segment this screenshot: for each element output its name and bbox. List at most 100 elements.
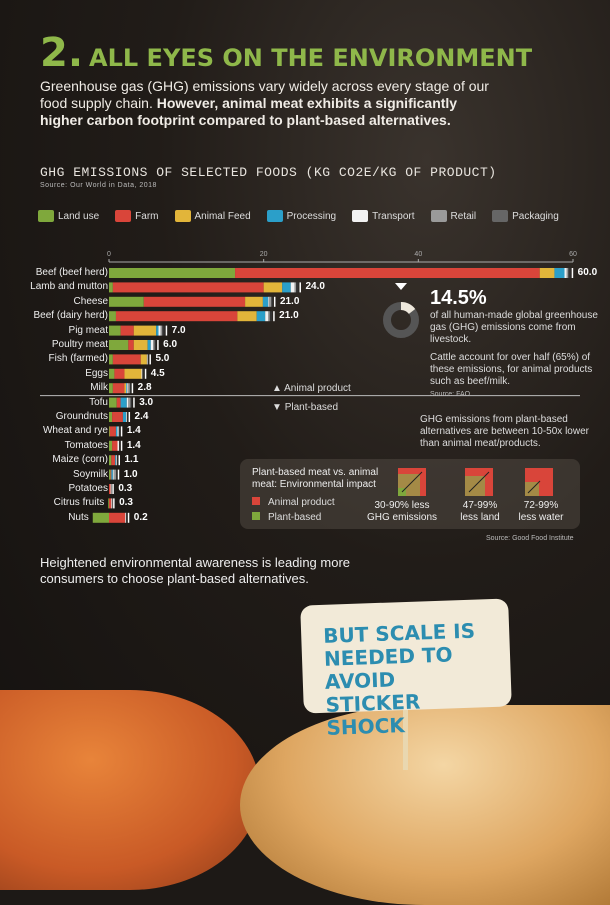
impact-title: Plant-based meat vs. animal meat: Enviro… bbox=[252, 467, 379, 490]
bar-segment-retail bbox=[128, 397, 131, 408]
bar-segment-processing bbox=[120, 397, 127, 408]
impact-legend-animal: Animal product bbox=[252, 497, 335, 509]
bar-end-cap bbox=[117, 469, 120, 480]
impact-ghg: 30-90% less GHG emissions bbox=[362, 500, 442, 524]
category-label: Cheese bbox=[73, 295, 108, 307]
category-label: Pig meat bbox=[68, 324, 108, 336]
bar-segment-animal-feed bbox=[245, 296, 263, 307]
value-label: 6.0 bbox=[163, 339, 178, 350]
bar-segment-farm bbox=[109, 426, 116, 437]
bar-segment-transport bbox=[110, 484, 112, 494]
bar-segment-farm bbox=[114, 368, 125, 379]
bar-segment-land-use bbox=[109, 426, 110, 437]
bar-segment-packaging bbox=[129, 383, 131, 394]
ghg-square bbox=[398, 468, 426, 496]
bar-segment-farm bbox=[115, 311, 238, 322]
farm-icon bbox=[115, 210, 132, 222]
category-label: Nuts bbox=[68, 511, 89, 523]
land-square bbox=[465, 468, 493, 496]
bar-segment-farm bbox=[235, 268, 540, 278]
bar-end-cap bbox=[149, 354, 151, 365]
legend-item: Packaging bbox=[492, 210, 559, 222]
chart-title: GHG EMISSIONS OF SELECTED FOODS (KG CO2E… bbox=[40, 165, 497, 189]
section-number: 2. bbox=[40, 30, 84, 76]
bar-segment-animal-feed bbox=[133, 340, 148, 350]
bar-segment-transport bbox=[265, 311, 269, 322]
intro-paragraph: Greenhouse gas (GHG) emissions vary wide… bbox=[40, 78, 490, 129]
bar-segment-land-use bbox=[109, 296, 144, 307]
bar-segment-retail bbox=[113, 469, 116, 480]
legend-label: Land use bbox=[58, 210, 100, 222]
bar-segment-land-use bbox=[109, 397, 117, 408]
bar-segment-animal-feed bbox=[237, 311, 257, 322]
value-label: 60.0 bbox=[577, 267, 598, 278]
legend-item: Processing bbox=[266, 210, 336, 222]
processing-icon bbox=[266, 210, 283, 222]
bar-end-cap bbox=[120, 426, 123, 437]
gfi-source: Source: Good Food Institute bbox=[486, 535, 574, 542]
bar-segment-transport bbox=[564, 268, 567, 278]
bar-segment-transport bbox=[146, 354, 148, 365]
bar-segment-farm bbox=[109, 512, 126, 523]
impact-water-l1: 72-99% bbox=[523, 500, 559, 511]
value-label: 1.4 bbox=[126, 439, 141, 451]
bar-segment-land-use bbox=[109, 282, 113, 293]
bar-end-cap bbox=[120, 440, 123, 451]
bar-segment-farm bbox=[112, 282, 264, 293]
legend-item: Retail bbox=[430, 210, 477, 222]
bar-segment-animal-feed bbox=[133, 325, 157, 336]
value-label: 1.1 bbox=[124, 454, 139, 466]
value-label: 21.0 bbox=[279, 295, 300, 307]
legend-item: Land use bbox=[38, 210, 99, 222]
bar-end-cap bbox=[118, 455, 121, 466]
chart-title-text: GHG EMISSIONS OF SELECTED FOODS (KG CO2E… bbox=[40, 165, 497, 180]
impact-legend-plant: Plant-based bbox=[252, 512, 321, 524]
bar-segment-retail bbox=[566, 268, 569, 278]
livestock-text: of all human-made global greenhouse gas … bbox=[430, 310, 598, 345]
bar-segment-processing bbox=[282, 282, 291, 293]
bar-segment-packaging bbox=[115, 469, 117, 480]
legend-animal: ▲ Animal product bbox=[272, 383, 351, 394]
bar-segment-processing bbox=[554, 268, 565, 278]
legend-item: Farm bbox=[115, 210, 159, 222]
impact-land: 47-99% less land bbox=[450, 500, 510, 524]
category-label: Eggs bbox=[85, 367, 108, 379]
impact-land-l2: less land bbox=[460, 512, 500, 523]
bar-segment-processing bbox=[111, 469, 113, 480]
livestock-percent: 14.5% bbox=[430, 287, 487, 309]
bar-segment-land-use bbox=[92, 512, 109, 523]
bar-segment-packaging bbox=[142, 368, 144, 379]
bar-end-cap bbox=[131, 383, 134, 394]
bar-segment-retail bbox=[153, 340, 155, 350]
bar-segment-land-use bbox=[109, 412, 113, 422]
bar-segment-animal-feed bbox=[124, 383, 127, 394]
x-tick-label: 20 bbox=[260, 251, 268, 258]
bar-segment-packaging bbox=[154, 340, 157, 350]
bar-segment-processing bbox=[156, 325, 159, 336]
value-label: 4.5 bbox=[150, 367, 165, 379]
category-label: Wheat and rye bbox=[42, 425, 108, 437]
bar-end-cap bbox=[571, 268, 574, 278]
bar-segment-packaging bbox=[119, 440, 121, 451]
legend-label: Retail bbox=[450, 210, 477, 222]
pointer-icon bbox=[395, 283, 407, 290]
category-label: Beef (beef herd) bbox=[35, 267, 108, 278]
bar-segment-retail bbox=[160, 325, 163, 336]
value-label: 7.0 bbox=[171, 324, 186, 336]
bar-segment-land-use bbox=[109, 340, 129, 350]
plant-label: Plant-based bbox=[284, 402, 339, 413]
bar-segment-farm bbox=[109, 484, 111, 494]
bar-segment-farm bbox=[112, 440, 118, 451]
bar-segment-packaging bbox=[116, 455, 118, 466]
bar-segment-farm bbox=[112, 383, 125, 394]
bar-segment-retail bbox=[269, 296, 272, 307]
bar-segment-processing bbox=[126, 383, 128, 394]
footer-text: Heightened environmental awareness is le… bbox=[40, 555, 351, 586]
chart-legend: Land use Farm Animal Feed Processing Transpo… bbox=[38, 210, 559, 222]
bar-end-cap bbox=[165, 325, 168, 336]
bar-segment-transport bbox=[290, 282, 295, 293]
bar-segment-land-use bbox=[109, 440, 113, 451]
bar-segment-transport bbox=[141, 368, 143, 379]
bar-end-cap bbox=[127, 512, 130, 523]
impact-icons bbox=[380, 468, 580, 503]
